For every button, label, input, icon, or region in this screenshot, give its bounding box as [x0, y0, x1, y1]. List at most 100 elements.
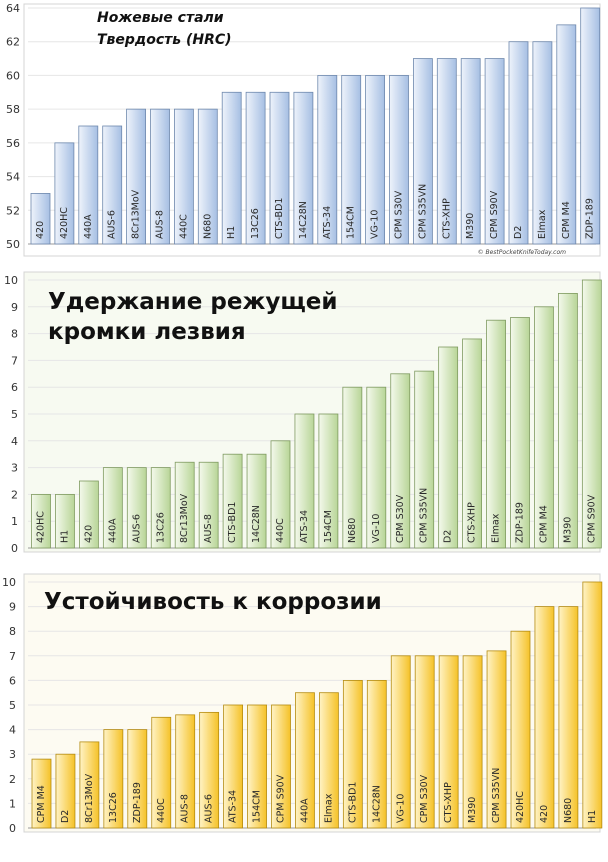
- bar-category-label: M390: [467, 797, 478, 823]
- bar-category-label: Elmax: [323, 793, 334, 823]
- bar: [486, 319, 506, 549]
- bar-category-label: 14C28N: [298, 201, 309, 239]
- bar-category-label: CTS-XHP: [441, 198, 452, 239]
- bar: [462, 338, 483, 549]
- bar-category-label: 8Cr13MoV: [131, 189, 142, 239]
- y-tick-label: 1: [11, 515, 18, 528]
- y-tick-label: 3: [9, 748, 16, 761]
- bar: [341, 75, 362, 245]
- bar: [438, 655, 459, 829]
- bar: [246, 453, 267, 549]
- bar-category-label: N680: [202, 214, 213, 239]
- bar: [436, 58, 457, 245]
- bar: [150, 108, 170, 245]
- bar-category-label: 440C: [156, 798, 167, 823]
- bar: [198, 461, 219, 549]
- bar: [318, 413, 339, 549]
- bar: [460, 58, 481, 245]
- bar-category-label: CPM S90V: [586, 494, 597, 543]
- bar-category-label: 8Cr13MoV: [179, 493, 190, 543]
- bar: [366, 680, 387, 829]
- bar-category-label: CPM S90V: [489, 190, 500, 239]
- bar: [390, 655, 411, 829]
- bar: [271, 704, 291, 829]
- chart-3: 0 1 2 3 4 5 6 7 8 9 10 CPM M4 D2 8Cr13MoV 13C26 ZDP-189…: [2, 573, 603, 835]
- bar-category-label: 154CM: [346, 206, 357, 239]
- bar-category-label: CPM M4: [538, 505, 549, 543]
- bar-category-label: ATS-34: [228, 790, 239, 823]
- bar: [581, 279, 602, 549]
- y-tick-label: 58: [6, 103, 20, 116]
- bar-category-label: AUS-6: [107, 210, 118, 239]
- chart-title: Устойчивость к коррозии: [44, 589, 382, 615]
- bar-category-label: 440C: [178, 214, 189, 239]
- bar: [197, 108, 218, 245]
- y-tick-label: 8: [11, 328, 18, 341]
- bar: [510, 317, 530, 549]
- y-tick-label: 3: [11, 462, 18, 475]
- bar-category-label: VG-10: [370, 210, 381, 239]
- bar-category-label: 8Cr13MoV: [84, 773, 95, 823]
- bar-category-label: 420HC: [515, 791, 526, 823]
- bar-category-label: ATS-34: [322, 206, 333, 239]
- bar: [247, 704, 267, 829]
- bar-category-label: CPM S35VN: [491, 768, 502, 823]
- bar: [462, 655, 483, 829]
- bar-category-label: 14C28N: [251, 505, 262, 543]
- bar: [580, 7, 601, 245]
- bar-category-label: VG-10: [371, 514, 382, 543]
- bar-category-label: CTS-XHP: [443, 782, 454, 823]
- bar-category-label: 13C26: [155, 512, 166, 543]
- bar-category-label: 420: [539, 805, 550, 823]
- bar-category-label: 440C: [275, 518, 286, 543]
- bar: [342, 680, 363, 829]
- y-tick-label: 60: [6, 69, 20, 82]
- bar-category-label: CTS-BD1: [227, 502, 238, 543]
- bar: [102, 125, 123, 245]
- bar-category-label: CTS-BD1: [347, 782, 358, 823]
- bar: [484, 58, 505, 245]
- bar-category-label: 13C26: [250, 208, 261, 239]
- bar: [175, 714, 196, 829]
- bar-category-label: CPM S90V: [276, 774, 287, 823]
- bar: [534, 306, 554, 549]
- bar: [556, 24, 577, 245]
- source-credit: © BestPocketKnifeToday.com: [478, 249, 567, 256]
- bar-category-label: Elmax: [537, 209, 548, 239]
- bar: [150, 467, 171, 549]
- bar-category-label: 420HC: [59, 207, 70, 239]
- y-tick-label: 10: [4, 274, 18, 287]
- bar: [55, 753, 76, 829]
- bar-category-label: CPM M4: [36, 785, 47, 823]
- y-tick-label: 56: [6, 137, 20, 150]
- bar: [31, 758, 52, 829]
- bar: [558, 292, 578, 549]
- bar-category-label: 440A: [107, 518, 118, 543]
- bar: [173, 108, 194, 245]
- bar-category-label: ZDP-189: [132, 782, 143, 823]
- chart-subtitle: Твердость (HRC): [97, 32, 232, 48]
- bar: [295, 692, 315, 829]
- bar-category-label: D2: [513, 226, 524, 239]
- bar-category-label: AUS-8: [203, 514, 214, 543]
- bar-category-label: VG-10: [395, 794, 406, 823]
- bar-category-label: N680: [563, 798, 574, 823]
- bar: [245, 91, 266, 245]
- bar: [270, 440, 291, 549]
- bar: [79, 741, 100, 829]
- chart-1: 50 52 54 56 58 60 62 64 420 420HC 440A AUS-6 8Cr13Mo…: [6, 2, 601, 257]
- bar: [127, 729, 148, 829]
- bar-category-label: H1: [226, 226, 237, 239]
- bar: [582, 581, 603, 829]
- bar: [294, 413, 315, 549]
- y-tick-label: 9: [11, 301, 18, 314]
- bar-category-label: CPM M4: [561, 201, 572, 239]
- bar: [151, 716, 172, 829]
- bar: [317, 75, 338, 245]
- y-tick-label: 0: [11, 542, 18, 555]
- bar-category-label: AUS-6: [131, 514, 142, 543]
- y-tick-label: 54: [6, 171, 20, 184]
- bar-category-label: M390: [562, 517, 573, 543]
- y-tick-label: 6: [9, 674, 16, 687]
- bar-category-label: 440A: [83, 214, 94, 239]
